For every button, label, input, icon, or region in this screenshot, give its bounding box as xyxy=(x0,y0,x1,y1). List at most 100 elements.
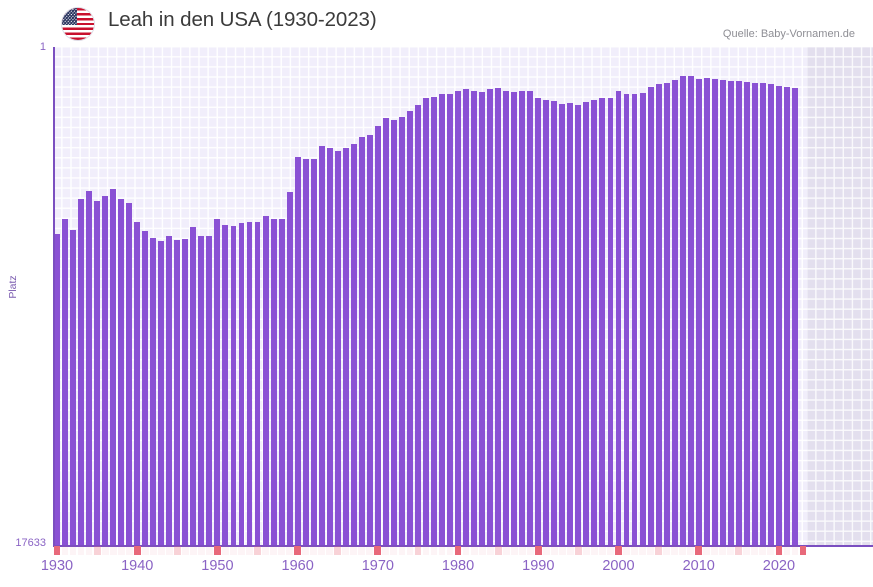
x-tick-swatch-1943 xyxy=(157,546,165,555)
x-tick-swatch-2011 xyxy=(703,546,711,555)
bar-1947 xyxy=(190,226,197,545)
bar-1975 xyxy=(415,104,421,545)
x-tick-swatch-2020 xyxy=(775,546,783,555)
bar-1959 xyxy=(286,191,293,545)
x-tick-swatch-2007 xyxy=(671,546,679,555)
bar-1982 xyxy=(471,90,478,545)
flag-canton xyxy=(62,8,77,26)
x-tick-swatch-1950 xyxy=(214,546,221,555)
x-tick-swatch-1965 xyxy=(334,546,342,555)
x-tick-swatch-1980 xyxy=(454,546,462,555)
x-tick-swatch-1961 xyxy=(302,546,310,555)
bar-1952 xyxy=(230,226,237,545)
plot-area xyxy=(53,47,873,547)
x-tick-swatch-1942 xyxy=(149,546,157,555)
bar-1998 xyxy=(599,97,606,545)
us-flag-icon xyxy=(62,8,94,40)
bar-1999 xyxy=(607,97,614,545)
x-tick-swatch-1977 xyxy=(430,546,438,555)
x-tick-swatch-2012 xyxy=(711,546,719,555)
x-tick-swatch-1988 xyxy=(518,546,526,555)
bar-1940 xyxy=(134,222,141,545)
x-tick-swatch-1960 xyxy=(294,546,302,555)
x-tick-swatch-1936 xyxy=(101,546,109,555)
bar-2018 xyxy=(759,83,766,545)
x-tick-swatch-1954 xyxy=(246,546,253,555)
bar-1989 xyxy=(527,91,534,545)
bar-2003 xyxy=(639,92,646,545)
bar-1935 xyxy=(94,200,101,545)
x-tick-label-2000: 2000 xyxy=(602,558,635,574)
y-axis-line xyxy=(53,47,55,546)
x-tick-swatch-1956 xyxy=(262,546,269,555)
bar-1991 xyxy=(543,100,550,545)
y-axis-top-tick-label: 1 xyxy=(39,41,46,53)
bar-1956 xyxy=(262,215,269,545)
bar-1973 xyxy=(398,116,405,545)
bar-1980 xyxy=(455,90,462,545)
x-axis-tick-labels: 1930 1940 1950 1960 1970 1980 1990 2000 2010 2020 xyxy=(0,558,873,582)
x-tick-swatch-2001 xyxy=(623,546,630,555)
x-tick-swatch-2002 xyxy=(631,546,638,555)
bar-2000 xyxy=(615,91,622,545)
bar-series xyxy=(53,47,807,545)
x-tick-swatch-1994 xyxy=(566,546,574,555)
x-tick-swatch-1985 xyxy=(494,546,502,555)
bar-1936 xyxy=(102,196,109,545)
x-tick-swatch-1989 xyxy=(526,546,534,555)
x-tick-swatch-1958 xyxy=(278,546,285,555)
x-tick-swatch-1987 xyxy=(510,546,518,555)
x-tick-swatch-1952 xyxy=(230,546,237,555)
bar-2001 xyxy=(623,93,630,545)
bar-1962 xyxy=(310,158,317,545)
x-tick-swatch-2008 xyxy=(679,546,687,555)
bar-2020 xyxy=(775,86,782,545)
x-tick-swatch-1970 xyxy=(374,546,382,555)
bar-1943 xyxy=(158,240,165,545)
bar-1966 xyxy=(342,148,349,545)
bar-1978 xyxy=(439,94,445,545)
bar-2012 xyxy=(711,78,718,545)
x-tick-swatch-1992 xyxy=(550,546,558,555)
bar-1944 xyxy=(166,235,173,545)
x-tick-swatch-1986 xyxy=(502,546,510,555)
bar-2011 xyxy=(703,78,710,545)
x-tick-swatch-1968 xyxy=(358,546,366,555)
bar-2002 xyxy=(631,93,638,545)
x-tick-swatch-2017 xyxy=(751,546,759,555)
x-tick-swatch-2010 xyxy=(695,546,703,555)
bar-1938 xyxy=(118,199,125,545)
bar-1974 xyxy=(406,111,413,545)
x-tick-swatch-1983 xyxy=(478,546,486,555)
x-tick-swatch-1979 xyxy=(446,546,454,555)
bar-2005 xyxy=(655,84,662,545)
source-attribution: Quelle: Baby-Vornamen.de xyxy=(722,28,855,40)
bar-1934 xyxy=(86,190,93,545)
bar-1941 xyxy=(142,231,149,545)
y-axis-bottom-tick-label: 17633 xyxy=(15,537,46,549)
bar-1942 xyxy=(150,238,157,545)
bar-1957 xyxy=(270,218,277,545)
x-tick-swatch-1972 xyxy=(390,546,398,555)
bar-1933 xyxy=(78,198,85,545)
bar-1932 xyxy=(70,230,76,545)
x-axis-line xyxy=(53,545,873,547)
x-tick-swatch-1946 xyxy=(181,546,189,555)
bar-2004 xyxy=(647,87,654,545)
x-tick-label-1950: 1950 xyxy=(201,558,234,574)
x-tick-label-2010: 2010 xyxy=(682,558,715,574)
bar-1981 xyxy=(463,88,470,545)
x-tick-swatch-1998 xyxy=(599,546,606,555)
bar-1954 xyxy=(246,221,253,545)
bar-2008 xyxy=(679,76,686,545)
x-tick-label-1980: 1980 xyxy=(441,558,475,574)
x-tick-swatch-1982 xyxy=(470,546,478,555)
bar-1969 xyxy=(366,134,373,545)
bar-2015 xyxy=(735,81,742,545)
y-axis-title: Platz xyxy=(7,275,19,299)
x-tick-swatch-1930 xyxy=(53,546,61,555)
bar-2007 xyxy=(671,79,678,545)
bar-1949 xyxy=(206,235,213,545)
bar-1993 xyxy=(559,103,566,545)
